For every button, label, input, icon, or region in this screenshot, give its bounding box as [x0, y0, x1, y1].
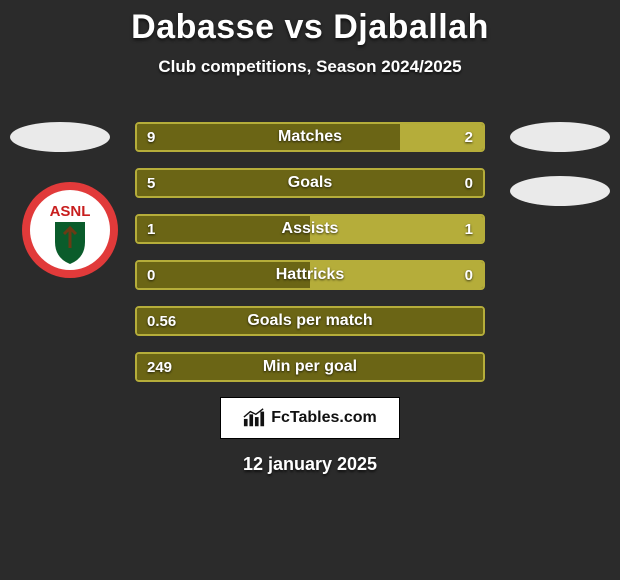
stat-bar-row: 00Hattricks: [135, 260, 485, 290]
page-title: Dabasse vs Djaballah: [0, 0, 620, 47]
stat-bar-row: 0.56Goals per match: [135, 306, 485, 336]
branding-text: FcTables.com: [271, 409, 377, 427]
player-photo-placeholder-right-1: [510, 122, 610, 152]
subtitle: Club competitions, Season 2024/2025: [0, 57, 620, 77]
logo-text: ASNL: [50, 203, 91, 220]
stat-bar-row: 92Matches: [135, 122, 485, 152]
date-label: 12 january 2025: [0, 454, 620, 475]
player-photo-placeholder-right-2: [510, 176, 610, 206]
stat-bar-row: 50Goals: [135, 168, 485, 198]
stat-bar-row: 249Min per goal: [135, 352, 485, 382]
bar-chart-icon: [243, 408, 265, 428]
branding-badge: FcTables.com: [220, 397, 400, 439]
bar-label: Assists: [137, 216, 483, 242]
bar-label: Hattricks: [137, 262, 483, 288]
stat-bars-container: 92Matches 50Goals 11Assists 00Hattricks 0.56…: [135, 122, 485, 398]
club-logo-svg: ASNL: [20, 180, 120, 280]
bar-label: Goals per match: [137, 308, 483, 334]
bar-label: Matches: [137, 124, 483, 150]
player-photo-placeholder-left: [10, 122, 110, 152]
bar-label: Goals: [137, 170, 483, 196]
club-logo: ASNL: [20, 180, 120, 280]
bar-label: Min per goal: [137, 354, 483, 380]
stat-bar-row: 11Assists: [135, 214, 485, 244]
